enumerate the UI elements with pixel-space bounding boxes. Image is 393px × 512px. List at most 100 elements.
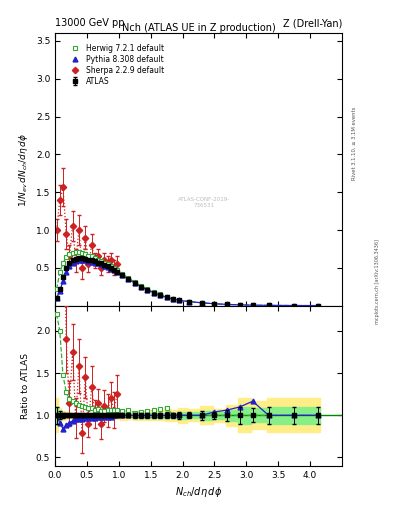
Pythia 8.308 default	[212, 301, 217, 307]
Pythia 8.308 default	[126, 276, 131, 282]
Herwig 7.2.1 default	[164, 293, 169, 300]
Pythia 8.308 default	[119, 272, 124, 279]
Herwig 7.2.1 default	[132, 279, 137, 285]
Herwig 7.2.1 default	[86, 252, 91, 259]
Pythia 8.308 default	[105, 264, 110, 270]
Pythia 8.308 default	[158, 292, 163, 298]
Herwig 7.2.1 default	[105, 261, 110, 267]
Pythia 8.308 default	[177, 297, 182, 304]
Pythia 8.308 default	[89, 259, 94, 265]
Text: 13000 GeV pp: 13000 GeV pp	[55, 18, 125, 28]
Herwig 7.2.1 default	[187, 298, 191, 305]
Herwig 7.2.1 default	[151, 289, 156, 295]
Pythia 8.308 default	[164, 294, 169, 301]
Sherpa 2.2.9 default	[89, 242, 94, 248]
Herwig 7.2.1 default	[292, 303, 296, 309]
Pythia 8.308 default	[237, 302, 242, 308]
Pythia 8.308 default	[80, 257, 84, 263]
Pythia 8.308 default	[102, 263, 107, 269]
Sherpa 2.2.9 default	[73, 257, 78, 263]
Sherpa 2.2.9 default	[108, 257, 113, 263]
Herwig 7.2.1 default	[199, 300, 204, 306]
Herwig 7.2.1 default	[102, 260, 107, 266]
Pythia 8.308 default	[92, 260, 97, 266]
Sherpa 2.2.9 default	[64, 231, 68, 237]
Text: mcplots.cern.ch [arXiv:1306.3436]: mcplots.cern.ch [arXiv:1306.3436]	[375, 239, 380, 324]
Sherpa 2.2.9 default	[115, 261, 119, 267]
Sherpa 2.2.9 default	[77, 227, 81, 233]
Herwig 7.2.1 default	[54, 286, 59, 292]
Pythia 8.308 default	[57, 287, 62, 293]
Herwig 7.2.1 default	[212, 301, 217, 307]
Herwig 7.2.1 default	[171, 296, 175, 302]
Pythia 8.308 default	[250, 302, 255, 308]
Herwig 7.2.1 default	[80, 250, 84, 256]
Sherpa 2.2.9 default	[86, 261, 91, 267]
Herwig 7.2.1 default	[83, 251, 88, 258]
Sherpa 2.2.9 default	[80, 265, 84, 271]
Pythia 8.308 default	[266, 302, 271, 308]
Herwig 7.2.1 default	[145, 286, 150, 292]
Herwig 7.2.1 default	[250, 302, 255, 308]
Herwig 7.2.1 default	[115, 267, 119, 273]
Pythia 8.308 default	[145, 287, 150, 293]
Pythia 8.308 default	[139, 284, 143, 290]
Pythia 8.308 default	[199, 300, 204, 306]
Pythia 8.308 default	[67, 263, 72, 269]
Herwig 7.2.1 default	[266, 302, 271, 308]
Herwig 7.2.1 default	[92, 255, 97, 261]
Sherpa 2.2.9 default	[96, 253, 101, 260]
X-axis label: $N_{ch}/d\eta\,d\phi$: $N_{ch}/d\eta\,d\phi$	[175, 485, 222, 499]
Herwig 7.2.1 default	[316, 303, 320, 309]
Sherpa 2.2.9 default	[83, 234, 88, 241]
Herwig 7.2.1 default	[77, 249, 81, 255]
Sherpa 2.2.9 default	[102, 257, 107, 263]
Pythia 8.308 default	[61, 279, 65, 285]
Pythia 8.308 default	[64, 269, 68, 275]
Legend: Herwig 7.2.1 default, Pythia 8.308 default, Sherpa 2.2.9 default, ATLAS: Herwig 7.2.1 default, Pythia 8.308 defau…	[64, 42, 166, 88]
Text: Z (Drell-Yan): Z (Drell-Yan)	[283, 18, 342, 28]
Herwig 7.2.1 default	[112, 265, 116, 271]
Pythia 8.308 default	[151, 290, 156, 296]
Pythia 8.308 default	[115, 269, 119, 275]
Pythia 8.308 default	[96, 260, 101, 266]
Herwig 7.2.1 default	[158, 291, 163, 297]
Pythia 8.308 default	[70, 260, 75, 266]
Y-axis label: $1/N_{ev}\,dN_{ch}/d\eta\,d\phi$: $1/N_{ev}\,dN_{ch}/d\eta\,d\phi$	[17, 133, 30, 207]
Pythia 8.308 default	[132, 280, 137, 286]
Herwig 7.2.1 default	[108, 263, 113, 269]
Text: ATLAS-CONF-2019-
736531: ATLAS-CONF-2019- 736531	[178, 197, 230, 207]
Herwig 7.2.1 default	[64, 254, 68, 260]
Pythia 8.308 default	[73, 258, 78, 264]
Herwig 7.2.1 default	[139, 283, 143, 289]
Herwig 7.2.1 default	[57, 269, 62, 275]
Herwig 7.2.1 default	[126, 274, 131, 281]
Herwig 7.2.1 default	[96, 257, 101, 263]
Sherpa 2.2.9 default	[54, 227, 59, 233]
Sherpa 2.2.9 default	[70, 223, 75, 229]
Pythia 8.308 default	[108, 266, 113, 272]
Pythia 8.308 default	[112, 267, 116, 273]
Herwig 7.2.1 default	[237, 302, 242, 308]
Sherpa 2.2.9 default	[92, 257, 97, 263]
Pythia 8.308 default	[86, 258, 91, 264]
Pythia 8.308 default	[171, 296, 175, 302]
Pythia 8.308 default	[77, 257, 81, 263]
Text: Rivet 3.1.10, ≥ 3.1M events: Rivet 3.1.10, ≥ 3.1M events	[352, 106, 357, 180]
Pythia 8.308 default	[187, 298, 191, 305]
Sherpa 2.2.9 default	[67, 253, 72, 260]
Sherpa 2.2.9 default	[105, 261, 110, 267]
Pythia 8.308 default	[83, 257, 88, 263]
Sherpa 2.2.9 default	[61, 184, 65, 190]
Herwig 7.2.1 default	[225, 302, 230, 308]
Line: Pythia 8.308 default: Pythia 8.308 default	[54, 258, 320, 308]
Line: Herwig 7.2.1 default: Herwig 7.2.1 default	[54, 249, 320, 308]
Herwig 7.2.1 default	[67, 251, 72, 258]
Pythia 8.308 default	[292, 303, 296, 309]
Sherpa 2.2.9 default	[112, 265, 116, 271]
Herwig 7.2.1 default	[73, 249, 78, 255]
Herwig 7.2.1 default	[89, 253, 94, 260]
Herwig 7.2.1 default	[177, 297, 182, 304]
Pythia 8.308 default	[54, 295, 59, 301]
Line: Sherpa 2.2.9 default: Sherpa 2.2.9 default	[54, 185, 119, 270]
